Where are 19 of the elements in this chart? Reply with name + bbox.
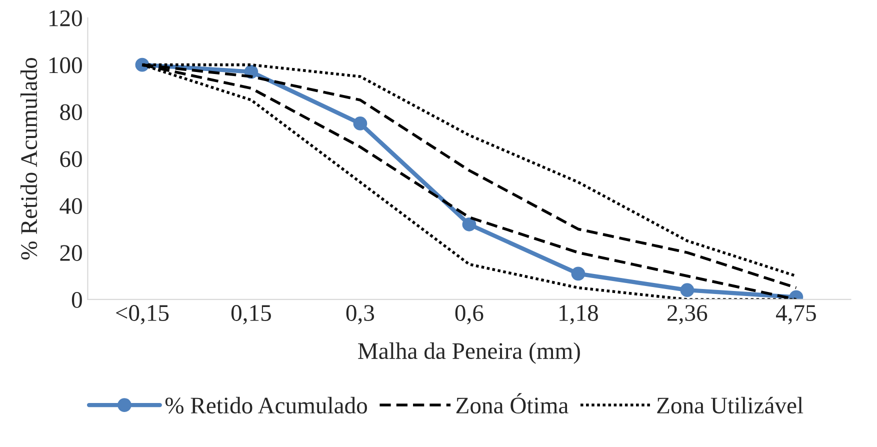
x-axis-title: Malha da Peneira (mm) [358,342,580,364]
y-tick-label: 40 [60,198,82,214]
legend-label: Zona Ótima [456,393,568,414]
y-axis-title: % Retido Acumulado [20,58,38,260]
y-tick-label: 0 [72,292,82,308]
legend-label: % Retido Acumulado [165,396,367,414]
x-tick-label: 0,15 [231,305,271,324]
y-tick-label: 120 [50,10,82,26]
y-tick-label: 100 [50,57,82,74]
legend-label: Zona Utilizável [657,396,804,414]
y-tick-label: 20 [60,245,82,261]
x-tick-label: 0,3 [346,305,374,324]
x-tick-label: 2,36 [668,305,708,324]
x-tick-label: 0,6 [455,305,484,324]
x-tick-label: <0,15 [116,305,169,324]
x-tick-label: 1,18 [560,305,598,324]
y-tick-label: 60 [60,151,82,168]
x-tick-label: 4,75 [776,305,816,324]
y-tick-label: 80 [60,104,82,120]
